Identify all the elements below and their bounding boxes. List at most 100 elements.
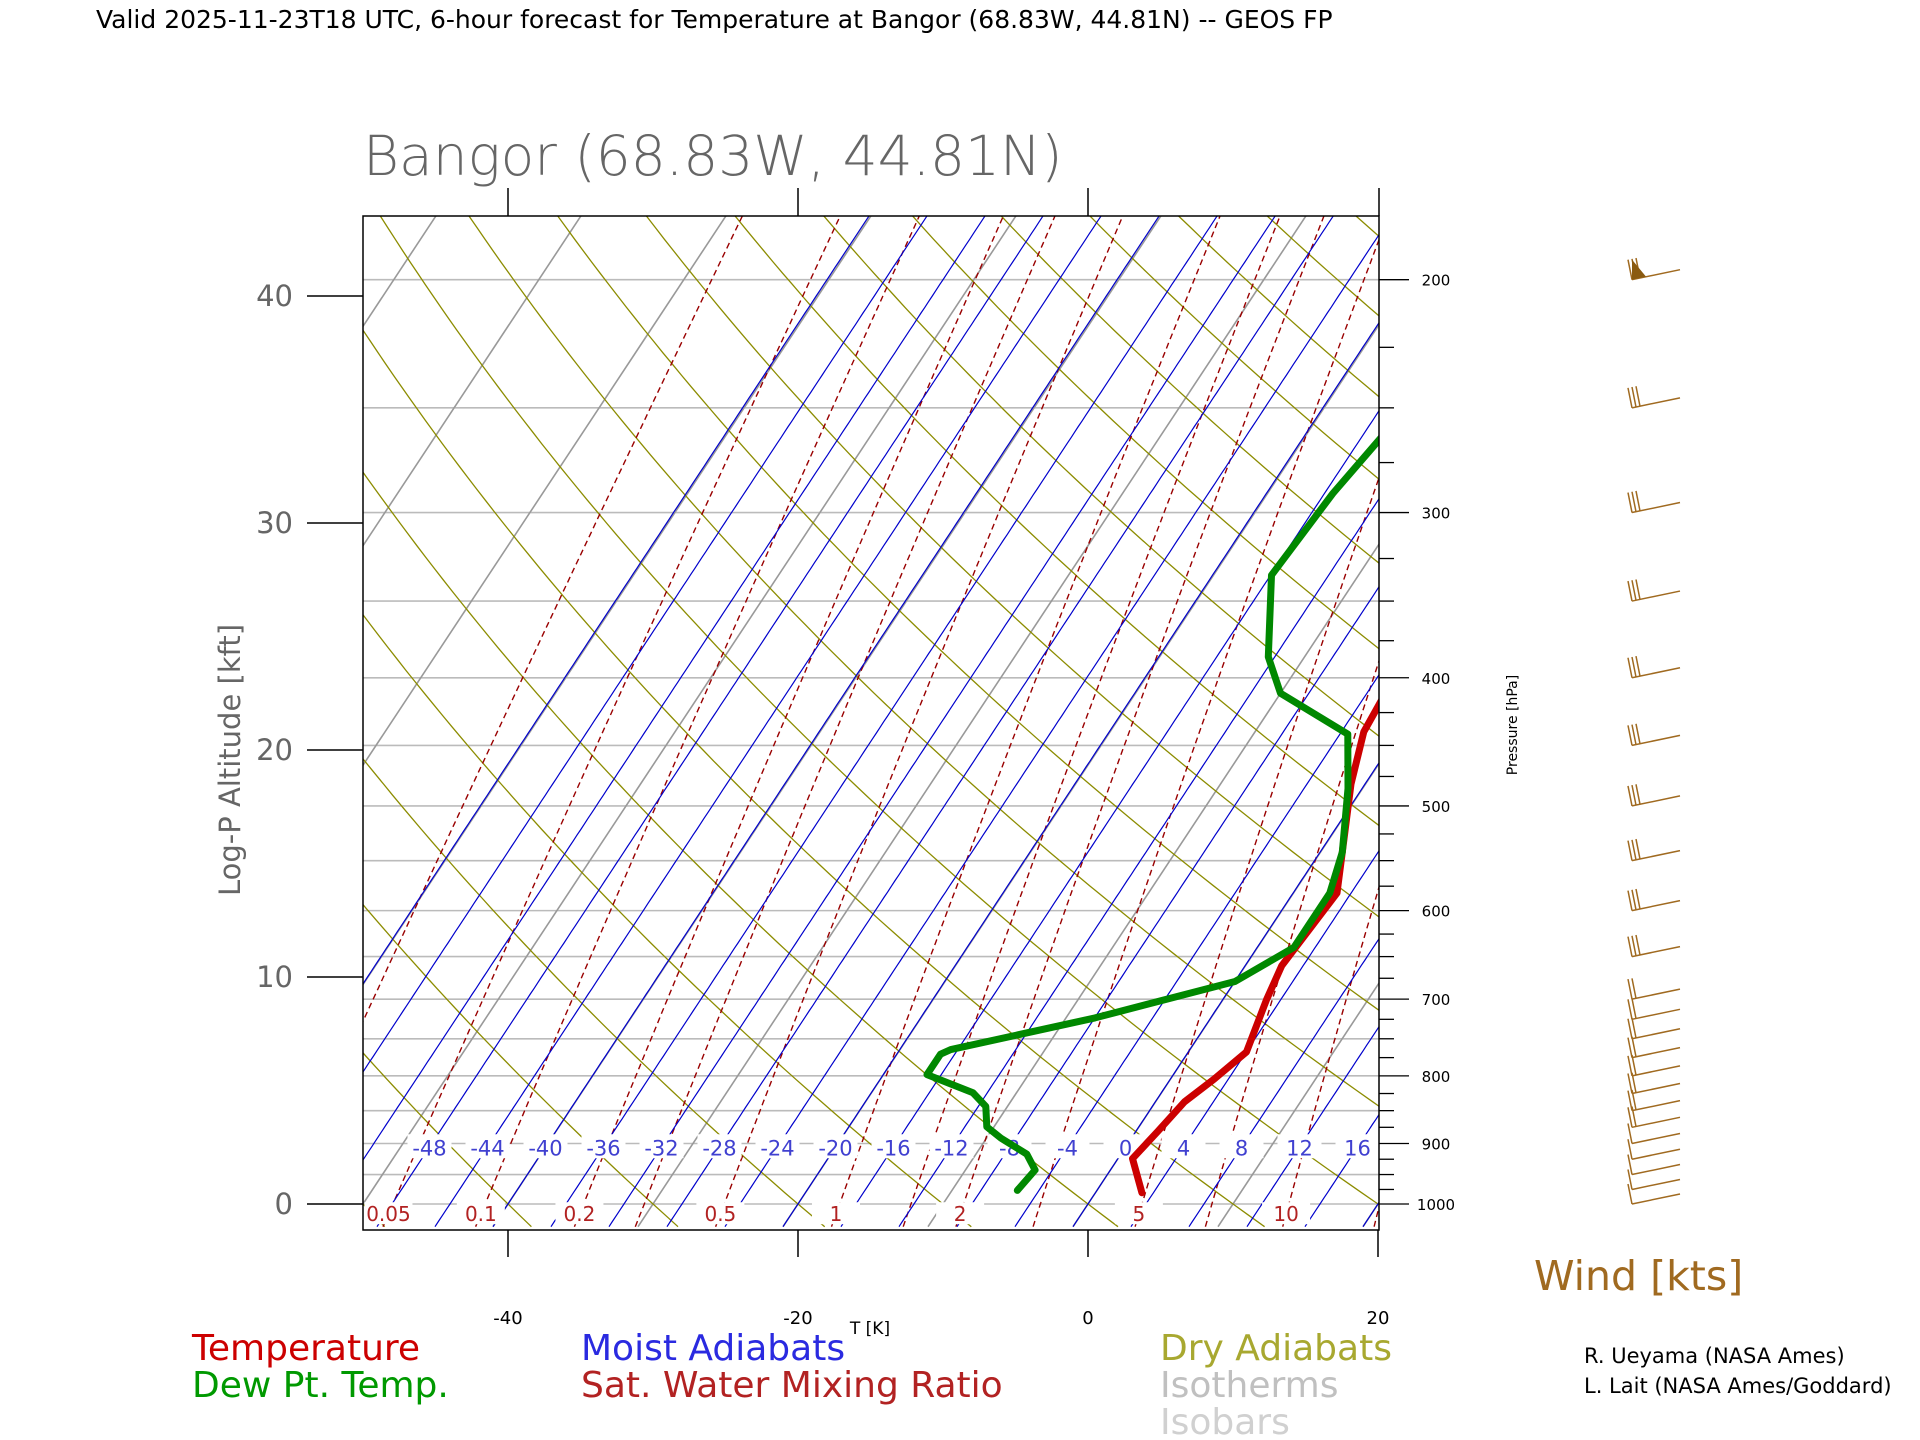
pressure-tick-label: 800 <box>1422 1068 1451 1086</box>
wind-barb <box>1627 1054 1681 1077</box>
moist-adiabat <box>724 233 1379 1228</box>
dry-adiabat <box>1873 205 1920 1226</box>
wind-label: Wind [kts] <box>1534 1252 1743 1300</box>
isotherm-label-bg <box>639 1134 684 1159</box>
x-tick-label: 0 <box>1082 1308 1093 1329</box>
wind-barb <box>1627 1154 1681 1176</box>
moist-adiabat <box>1479 205 1920 1226</box>
y-tick-label: 40 <box>256 279 293 313</box>
mixing-ratio-label: 0.5 <box>704 1202 736 1226</box>
isotherm-label: 0 <box>1119 1136 1132 1160</box>
dry-adiabat <box>0 205 238 1226</box>
dry-adiabat <box>911 216 1379 650</box>
legend-mixing: Sat. Water Mixing Ratio <box>581 1365 1003 1406</box>
moist-adiabat <box>1246 1025 1379 1228</box>
wind-barb <box>1627 978 1681 1000</box>
moist-adiabat <box>363 216 870 985</box>
isotherm-label-bg <box>755 1134 800 1159</box>
wind-barb <box>1627 1139 1681 1160</box>
wind-barb <box>1627 656 1681 679</box>
moist-adiabat <box>363 216 928 1074</box>
moist-adiabat <box>1653 205 1920 1226</box>
y-tick-label: 10 <box>256 960 293 994</box>
dry-adiabat <box>363 1051 532 1228</box>
mixing-ratio-line <box>902 216 1281 1227</box>
dry-adiabat <box>1521 205 1920 1226</box>
mixing-label-bg <box>1114 1202 1163 1225</box>
pressure-tick-label: 400 <box>1422 670 1451 688</box>
mixing-label-bg <box>364 1202 413 1225</box>
mixing-ratio-line <box>363 216 744 1023</box>
dry-adiabat <box>363 471 1119 1228</box>
wind-barb <box>1627 888 1681 912</box>
pressure-tick-label: 700 <box>1422 991 1451 1009</box>
mixing-ratio-line <box>1441 205 1726 1226</box>
isotherm-label: 12 <box>1286 1136 1313 1160</box>
mixing-ratio-line <box>573 216 1005 1227</box>
moist-adiabat <box>434 216 1102 1228</box>
profiles <box>923 434 1379 1197</box>
y2-axis-label: Pressure [hPa] <box>1505 675 1521 775</box>
wind-barb <box>1627 784 1681 807</box>
mixing-ratio-label: 5 <box>1133 1202 1146 1226</box>
dry-adiabat <box>363 903 679 1228</box>
pressure-tick-label: 600 <box>1422 903 1451 921</box>
moist-adiabat <box>1304 1113 1379 1228</box>
moist-adiabat <box>782 321 1379 1228</box>
dry-adiabat <box>363 329 1265 1228</box>
mixing-label-bg <box>1262 1202 1311 1225</box>
mixing-ratio-line <box>474 216 921 1227</box>
moist-adiabat <box>1421 205 1920 1226</box>
dry-adiabat <box>1177 216 1379 398</box>
isotherm-label-bg <box>1277 1134 1322 1159</box>
legend-isobars: Isobars <box>1160 1402 1290 1440</box>
mixing-ratio-line <box>955 216 1325 1227</box>
credit-2: L. Lait (NASA Ames/Goddard) <box>1584 1374 1892 1398</box>
dry-adiabat <box>556 216 1379 1012</box>
thermo-grid <box>0 205 1920 1228</box>
legend-moist: Moist Adiabats <box>581 1328 845 1369</box>
dry-adiabat <box>645 216 1379 918</box>
dry-adiabat <box>1000 216 1379 564</box>
isotherm <box>927 542 1379 1228</box>
moist-adiabat <box>550 216 1218 1228</box>
isotherm-label-bg <box>871 1134 916 1159</box>
wind-barb <box>1627 998 1681 1021</box>
isotherm-label: 8 <box>1235 1136 1248 1160</box>
isotherm-label-bg <box>929 1134 974 1159</box>
legend: Temperature Dew Pt. Temp. Moist Adiabats… <box>191 1328 1392 1440</box>
x-tick-label: -40 <box>493 1308 522 1329</box>
isotherm-label-bg <box>813 1134 858 1159</box>
moist-adiabat <box>898 497 1379 1228</box>
dry-adiabat <box>1089 216 1379 481</box>
y-axis-label: Log-P Altitude [kft] <box>213 624 247 896</box>
dry-adiabat <box>822 216 1379 737</box>
isotherm <box>0 205 8 1226</box>
legend-dewpoint: Dew Pt. Temp. <box>192 1365 449 1406</box>
dry-adiabat <box>363 613 972 1228</box>
mixing-ratio-label: 1 <box>830 1202 843 1226</box>
dry-adiabat <box>1785 205 1920 1226</box>
legend-temperature: Temperature <box>191 1328 420 1369</box>
moist-adiabat <box>376 216 1044 1228</box>
mixing-ratio-line <box>634 216 1056 1227</box>
isotherm-label-bg <box>1161 1134 1206 1159</box>
isotherm-label: -16 <box>876 1136 910 1160</box>
mixing-label-bg <box>936 1202 985 1225</box>
isotherm-label-bg <box>1045 1134 1090 1159</box>
pressure-tick-label: 1000 <box>1417 1196 1455 1214</box>
isotherm <box>363 216 582 548</box>
temperature-line <box>1129 697 1379 1197</box>
pressure-tick-label: 200 <box>1422 272 1451 290</box>
mixing-ratio-label: 10 <box>1273 1202 1298 1226</box>
pressure-tick-label: 900 <box>1422 1135 1451 1153</box>
isotherm-label-bg <box>1335 1134 1380 1159</box>
isotherm-label: -32 <box>644 1136 678 1160</box>
isotherm-label: -20 <box>818 1136 852 1160</box>
wind-barb <box>1627 1017 1681 1040</box>
pressure-tick-label: 500 <box>1422 798 1451 816</box>
isotherm-label: -40 <box>528 1136 562 1160</box>
x-axis-label: T [K] <box>849 1319 890 1339</box>
isotherm <box>363 216 1017 1206</box>
x-tick-label: 20 <box>1367 1308 1390 1329</box>
